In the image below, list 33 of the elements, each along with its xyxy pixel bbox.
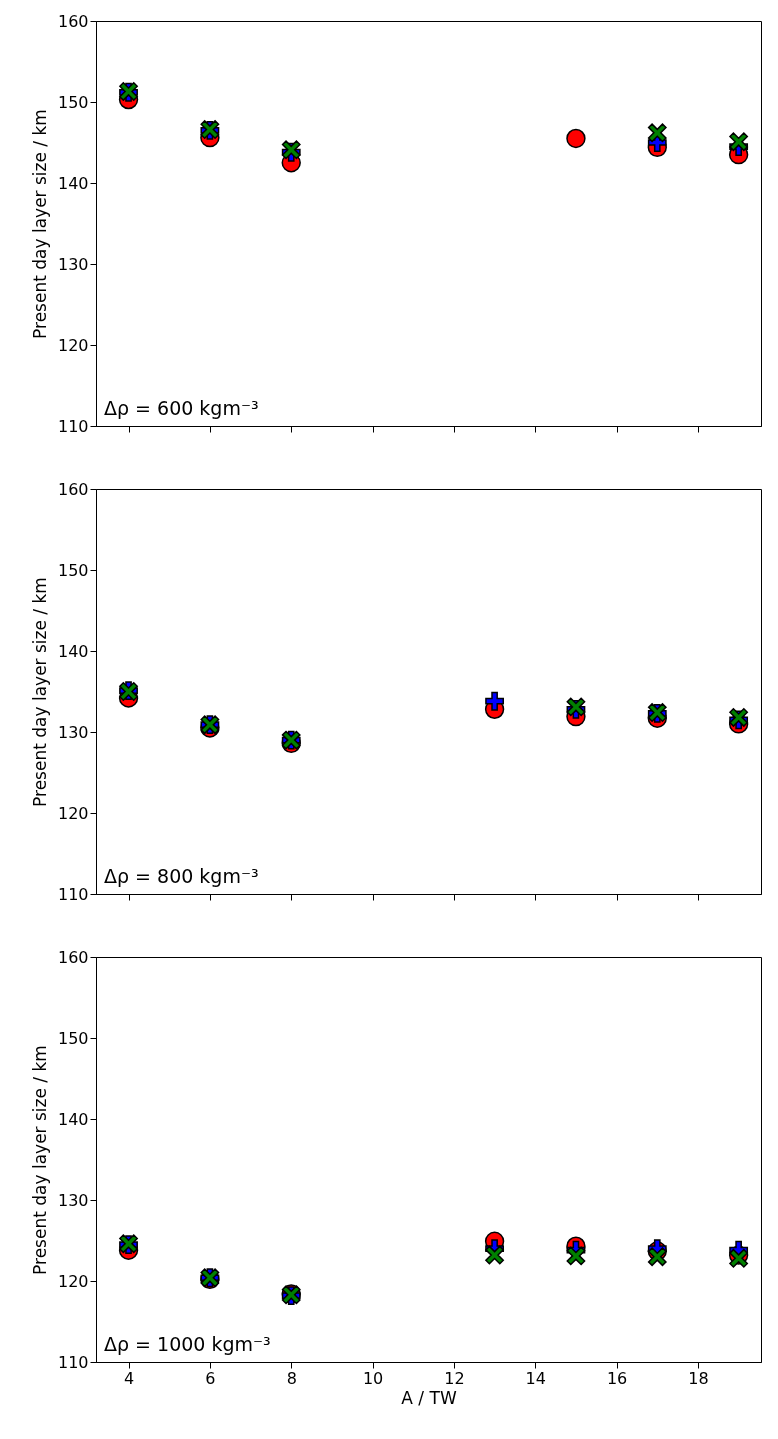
x-tick-label: 16 — [606, 1368, 628, 1388]
y-tick-label: 140 — [57, 641, 89, 661]
y-axis-title: Present day layer size / km — [29, 577, 50, 807]
y-tick-label: 120 — [57, 803, 89, 823]
x-tick-label: 12 — [444, 1368, 465, 1388]
y-tick-label: 130 — [57, 254, 89, 274]
x-tick-label: 10 — [362, 1368, 384, 1388]
y-axis-title: Present day layer size / km — [29, 109, 50, 339]
y-axis-title: Present day layer size / km — [29, 1045, 50, 1275]
x-axis-title: A / TW — [401, 1387, 457, 1408]
y-tick-label: 120 — [57, 335, 89, 355]
y-tick-label: 160 — [57, 479, 89, 499]
y-tick-label: 130 — [57, 1190, 89, 1210]
y-tick-label: 120 — [57, 1271, 89, 1291]
y-tick-label: 110 — [57, 416, 89, 436]
y-tick-label: 110 — [57, 1352, 89, 1372]
y-tick-label: 150 — [57, 560, 89, 580]
y-tick-label: 140 — [57, 1109, 89, 1129]
x-tick-label: 18 — [688, 1368, 709, 1388]
annotation: Δρ = 600 kgm⁻³ — [104, 397, 259, 419]
x-tick-label: 14 — [525, 1368, 546, 1388]
y-tick-label: 150 — [57, 92, 89, 112]
y-tick-label: 160 — [57, 11, 89, 31]
y-tick-label: 140 — [57, 173, 89, 193]
y-tick-label: 160 — [57, 947, 89, 967]
x-tick-label: 4 — [123, 1368, 135, 1388]
y-tick-label: 150 — [57, 1028, 89, 1048]
annotation: Δρ = 800 kgm⁻³ — [104, 865, 259, 887]
y-tick-label: 130 — [57, 722, 89, 742]
x-tick-label: 6 — [205, 1368, 216, 1388]
annotation: Δρ = 1000 kgm⁻³ — [104, 1333, 271, 1355]
x-tick-label: 8 — [286, 1368, 297, 1388]
y-tick-label: 110 — [57, 884, 89, 904]
